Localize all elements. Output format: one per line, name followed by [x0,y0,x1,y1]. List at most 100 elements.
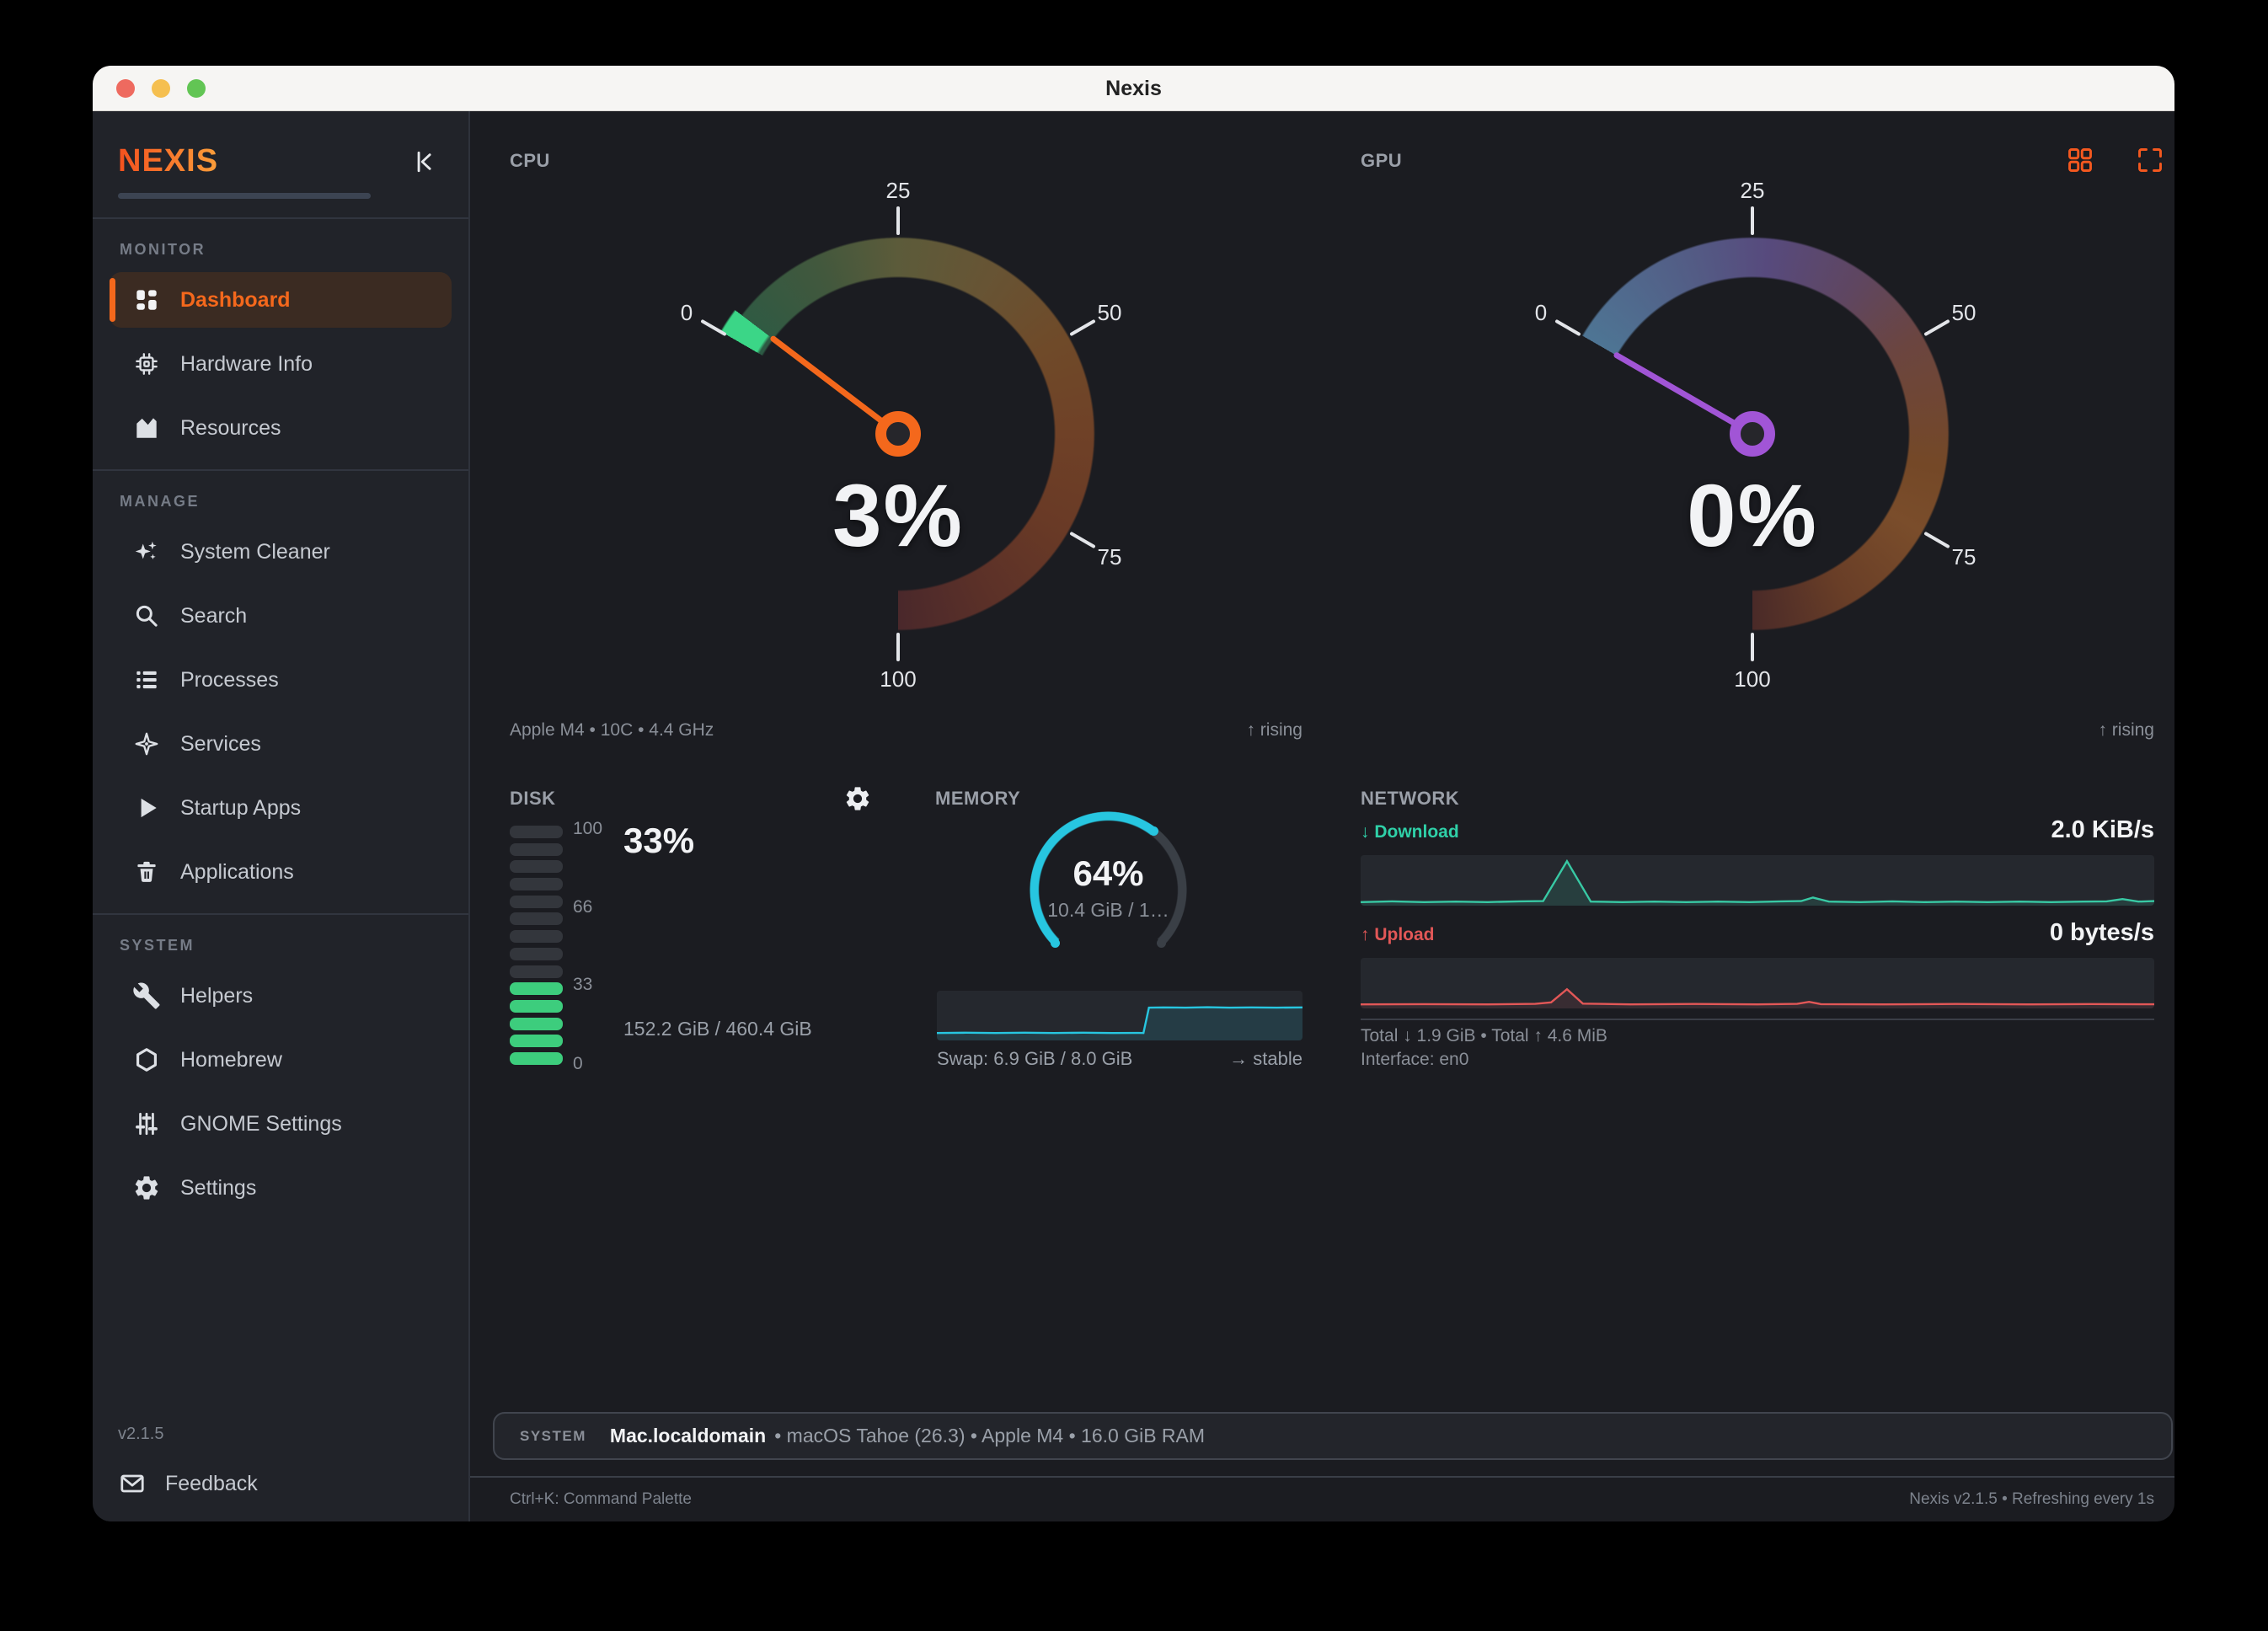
trash-icon [131,857,162,887]
status-bar-divider [470,1476,2174,1478]
gpu-panel-title: GPU [1361,150,1403,171]
network-interface: Interface: en0 [1361,1050,1469,1069]
sidebar-item-resources[interactable]: Resources [110,400,452,456]
disk-usage-meter [510,826,563,1065]
gpu-trend: ↑ rising [2098,720,2154,740]
dashboard-icon [131,285,162,315]
memory-panel-title: MEMORY [935,788,1021,809]
sidebar-item-label: Services [180,731,261,756]
disk-segment [510,947,563,960]
disk-segment [510,860,563,874]
minimize-window-button[interactable] [152,79,170,98]
sidebar-item-label: System Cleaner [180,539,330,564]
disk-settings-button[interactable] [841,782,875,816]
memory-usage-detail: 10.4 GiB / 1… [1047,899,1169,921]
download-chart [1361,855,2154,906]
disk-scale-0: 0 [573,1054,583,1073]
app-version: v2.1.5 [118,1425,164,1443]
sidebar-item-hardware-info[interactable]: Hardware Info [110,336,452,392]
cpu-scale-25: 25 [885,178,911,203]
feedback-label: Feedback [165,1471,258,1495]
network-panel-title: NETWORK [1361,788,1460,809]
sidebar-item-dashboard[interactable]: Dashboard [110,272,452,328]
sidebar-item-processes[interactable]: Processes [110,652,452,708]
disk-segment [510,842,563,856]
sidebar-item-label: Applications [180,859,294,884]
sidebar-item-label: Search [180,603,248,628]
sidebar-section-manage: MANAGE [120,493,200,510]
wrench-icon [131,981,162,1011]
system-info-bar: SYSTEM Mac.localdomain • macOS Tahoe (26… [493,1412,2173,1460]
gpu-scale-100: 100 [1734,666,1771,692]
list-icon [131,665,162,695]
disk-scale-66: 66 [573,897,593,917]
envelope-icon [120,1474,144,1493]
upload-rate: 0 bytes/s [2049,919,2154,946]
disk-segment [510,999,563,1013]
zoom-window-button[interactable] [187,79,206,98]
sidebar-section-system: SYSTEM [120,937,195,954]
sidebar-item-search[interactable]: Search [110,588,452,644]
gpu-footer: ↑ rising [1361,720,2154,741]
system-details: • macOS Tahoe (26.3) • Apple M4 • 16.0 G… [774,1425,1206,1447]
sidebar-item-homebrew[interactable]: Homebrew [110,1032,452,1088]
sliders-icon [131,1109,162,1139]
gear-icon [131,1173,162,1203]
sidebar-item-services[interactable]: Services [110,716,452,772]
memory-swap-row: Swap: 6.9 GiB / 8.0 GiB → stable [937,1048,1302,1070]
sidebar-item-startup-apps[interactable]: Startup Apps [110,780,452,836]
sidebar-item-settings[interactable]: Settings [110,1160,452,1216]
cpu-footer: Apple M4 • 10C • 4.4 GHz ↑ rising [510,720,1302,741]
sidebar-nav: MONITOR Dashboard Hardware Info Resources MA… [93,241,468,1216]
search-icon [131,601,162,631]
disk-segment [510,965,563,978]
window-title: Nexis [1105,77,1162,100]
memory-usage-percent: 64% [1072,853,1144,893]
sidebar: NEXIS MONITOR Dashboard Hardware Info Resou… [93,111,470,1521]
close-window-button[interactable] [116,79,135,98]
upload-label: ↑ Upload [1361,925,1435,944]
traffic-lights [116,66,206,111]
titlebar: Nexis [93,66,2174,111]
sidebar-item-system-cleaner[interactable]: System Cleaner [110,524,452,580]
logo-underline [118,193,371,199]
grid-layout-button[interactable] [2063,143,2097,177]
play-icon [131,793,162,823]
gpu-scale-50: 50 [1951,300,1976,325]
sidebar-section-monitor: MONITOR [120,241,206,258]
disk-segment [510,1017,563,1030]
app-window: Nexis NEXIS MONITOR Dashboard Hardware Inf… [93,66,2174,1521]
sidebar-item-label: Settings [180,1175,257,1200]
sidebar-item-label: Homebrew [180,1047,282,1072]
memory-swap: Swap: 6.9 GiB / 8.0 GiB [937,1048,1133,1069]
memory-trend: → stable [1229,1048,1302,1069]
system-hostname: Mac.localdomain [609,1425,767,1447]
cpu-usage-value: 3% [832,467,964,565]
sidebar-item-gnome-settings[interactable]: GNOME Settings [110,1096,452,1152]
sidebar-item-label: Resources [180,415,281,440]
compass-icon [131,729,162,759]
sidebar-item-applications[interactable]: Applications [110,844,452,900]
dashboard-main: CPU GPU 0 25 50 75 100 [470,111,2174,1521]
disk-scale-100: 100 [573,819,603,838]
disk-segment [510,930,563,944]
disk-segment [510,878,563,891]
sidebar-item-label: Dashboard [180,287,291,312]
sidebar-item-label: Helpers [180,983,254,1008]
chip-icon [131,349,162,379]
gpu-scale-75: 75 [1951,544,1976,570]
disk-segment [510,1035,563,1048]
sidebar-item-label: GNOME Settings [180,1111,342,1136]
fullscreen-button[interactable] [2133,143,2167,177]
sidebar-item-feedback[interactable]: Feedback [118,1469,258,1498]
gpu-gauge: 0 25 50 75 100 0% [1474,156,2030,712]
disk-segment [510,1051,563,1065]
cpu-panel-title: CPU [510,150,550,171]
gpu-scale-0: 0 [1534,300,1548,325]
memory-arc-cap [1149,826,1159,837]
hexagon-icon [131,1045,162,1075]
cpu-gauge-hub [875,411,921,457]
memory-history-chart [937,991,1302,1040]
sidebar-item-helpers[interactable]: Helpers [110,968,452,1024]
sidebar-collapse-button[interactable] [408,146,440,178]
